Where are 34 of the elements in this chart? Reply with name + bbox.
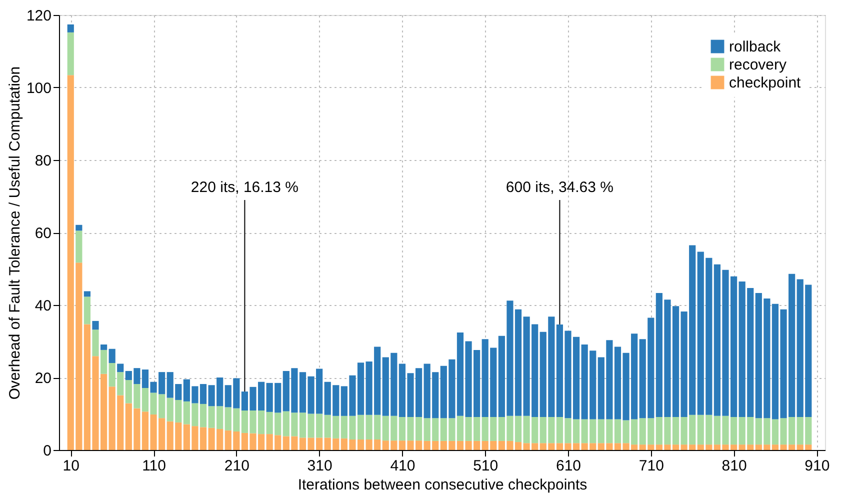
annotation: 600 its, 34.63 % (506, 179, 614, 196)
bar (100, 344, 108, 350)
x-tick-label: 810 (722, 458, 747, 474)
x-tick-label: 210 (224, 458, 250, 474)
x-tick-label: 710 (638, 458, 664, 474)
x-axis-title: Iterations between consecutive checkpoints (298, 476, 588, 494)
y-tick-label: 80 (34, 152, 52, 170)
legend-label: recovery (729, 56, 788, 74)
y-tick-label: 60 (34, 225, 52, 242)
bar (84, 296, 91, 324)
x-tick-label: 310 (307, 458, 332, 474)
x-tick-label: 910 (804, 458, 830, 474)
bar (67, 32, 74, 76)
bar (84, 291, 91, 297)
y-tick-label: 20 (34, 370, 52, 387)
annotation: 220 its, 16.13 % (190, 179, 298, 196)
bar (108, 348, 116, 363)
bar (67, 24, 74, 32)
x-tick-label: 10 (62, 458, 80, 474)
y-axis-title: Overhead of Fault Tolerance / Useful Computation (6, 66, 24, 400)
x-tick-label: 410 (390, 458, 416, 474)
bar (76, 230, 82, 263)
x-tick-label: 510 (473, 458, 498, 474)
bar (117, 364, 124, 372)
y-tick-label: 120 (26, 8, 52, 24)
y-tick-label: 100 (26, 80, 52, 97)
legend-label: rollback (729, 38, 782, 56)
bar (92, 320, 99, 330)
y-tick-label: 0 (43, 442, 52, 460)
x-tick-label: 110 (142, 458, 166, 474)
x-tick-label: 610 (556, 458, 582, 474)
bar (76, 224, 82, 231)
legend-label: checkpoint (729, 74, 802, 92)
y-tick-label: 40 (34, 298, 52, 314)
